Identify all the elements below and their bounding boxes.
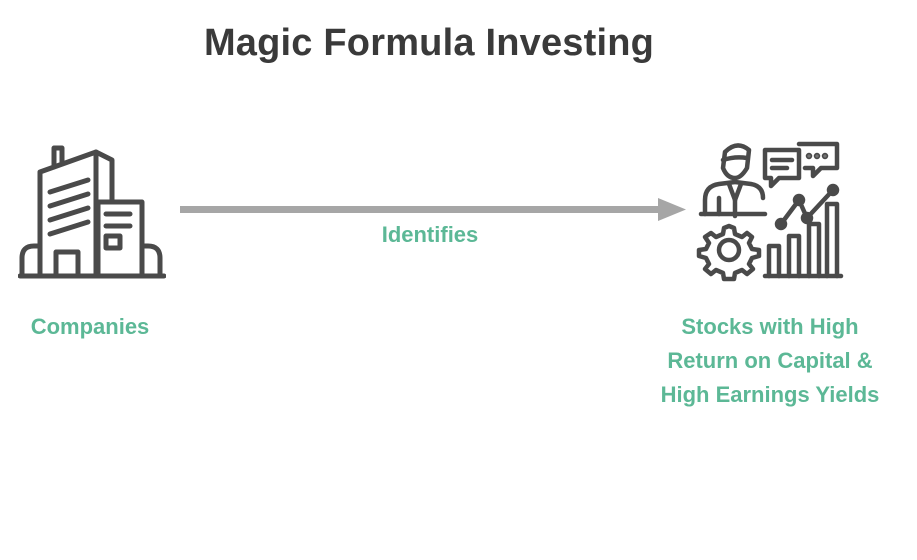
office-building-icon bbox=[18, 140, 166, 282]
stocks-label: Stocks with High Return on Capital & Hig… bbox=[640, 310, 900, 412]
diagram-title: Magic Formula Investing bbox=[203, 22, 655, 64]
arrow-label: Identifies bbox=[381, 222, 479, 247]
identifies-arrow bbox=[180, 195, 686, 230]
stocks-label-line-3: High Earnings Yields bbox=[660, 382, 880, 407]
stocks-label-line-2: Return on Capital & bbox=[667, 348, 873, 373]
stocks-label-line-1: Stocks with High bbox=[681, 314, 859, 339]
businessman-analytics-icon bbox=[695, 138, 845, 282]
companies-label: Companies bbox=[30, 314, 150, 339]
